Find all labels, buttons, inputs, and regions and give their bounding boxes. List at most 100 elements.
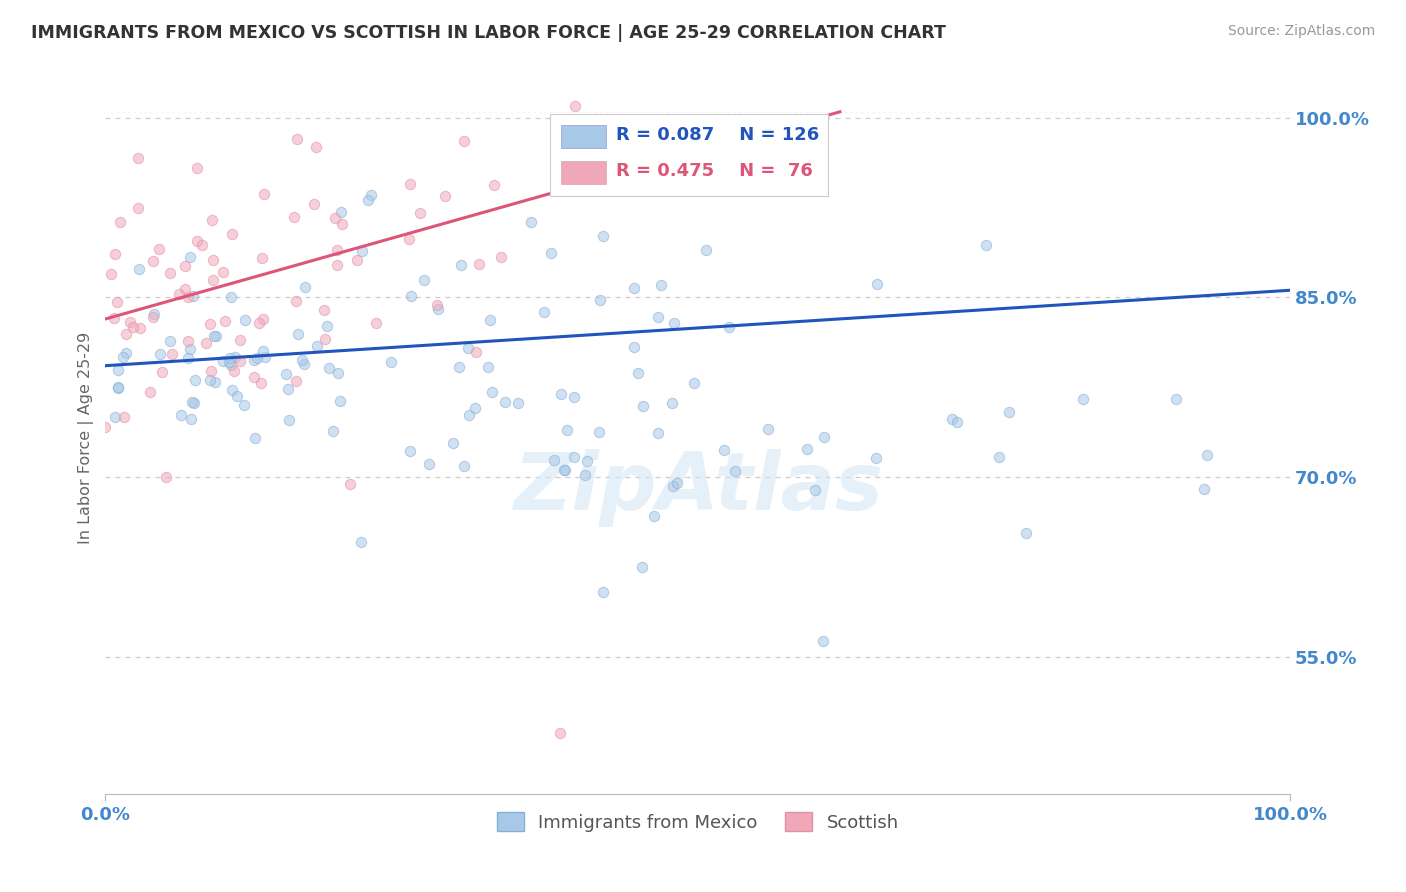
Point bbox=[450, 258, 472, 272]
Point bbox=[427, 302, 450, 317]
Point bbox=[235, 313, 257, 327]
Point bbox=[127, 151, 149, 165]
Point bbox=[218, 355, 240, 369]
Point bbox=[627, 366, 650, 380]
Point bbox=[508, 396, 530, 410]
Point bbox=[1015, 525, 1038, 540]
Point bbox=[201, 253, 224, 268]
Point bbox=[987, 450, 1010, 464]
Point bbox=[350, 244, 373, 259]
Point bbox=[173, 282, 195, 296]
Point bbox=[865, 451, 887, 466]
Point bbox=[252, 311, 274, 326]
Text: IMMIGRANTS FROM MEXICO VS SCOTTISH IN LABOR FORCE | AGE 25-29 CORRELATION CHART: IMMIGRANTS FROM MEXICO VS SCOTTISH IN LA… bbox=[31, 24, 946, 42]
Point bbox=[682, 376, 704, 391]
Point bbox=[186, 161, 208, 175]
Point bbox=[128, 261, 150, 276]
Point bbox=[661, 395, 683, 409]
Point bbox=[946, 416, 969, 430]
Point bbox=[350, 535, 373, 549]
Point bbox=[202, 329, 225, 343]
Point bbox=[623, 281, 645, 295]
Point bbox=[650, 278, 672, 293]
Point bbox=[186, 234, 208, 248]
Point bbox=[312, 303, 335, 318]
Point bbox=[662, 317, 685, 331]
Point bbox=[588, 425, 610, 439]
Point bbox=[247, 316, 270, 330]
Point bbox=[804, 483, 827, 497]
Point bbox=[592, 585, 614, 599]
Point bbox=[453, 458, 475, 473]
Text: R = 0.087    N = 126: R = 0.087 N = 126 bbox=[616, 127, 820, 145]
Point bbox=[246, 351, 269, 365]
Point bbox=[322, 424, 344, 438]
Point bbox=[357, 193, 380, 207]
Point bbox=[138, 385, 160, 400]
Point bbox=[326, 244, 349, 258]
Point bbox=[520, 215, 543, 229]
Point bbox=[457, 408, 479, 422]
Point bbox=[441, 436, 464, 450]
Point bbox=[184, 373, 207, 387]
Point bbox=[607, 160, 630, 174]
Point bbox=[562, 390, 585, 404]
Point bbox=[179, 342, 201, 356]
Point bbox=[553, 463, 575, 477]
Point bbox=[219, 290, 242, 304]
Point bbox=[695, 243, 717, 257]
Point bbox=[413, 273, 436, 287]
Point bbox=[274, 368, 297, 382]
Point bbox=[150, 365, 173, 379]
Point bbox=[191, 238, 214, 252]
Point bbox=[211, 353, 233, 368]
Point bbox=[575, 453, 598, 467]
Point bbox=[142, 253, 165, 268]
Point bbox=[122, 320, 145, 334]
Point bbox=[202, 273, 225, 287]
Point bbox=[478, 312, 501, 326]
Point bbox=[100, 267, 122, 281]
Point bbox=[224, 350, 246, 364]
Point bbox=[567, 173, 589, 187]
Point bbox=[325, 211, 347, 225]
Point bbox=[647, 310, 669, 325]
Point bbox=[155, 470, 177, 484]
Point bbox=[243, 432, 266, 446]
Point bbox=[548, 726, 571, 740]
Point bbox=[813, 634, 835, 648]
Point bbox=[491, 250, 513, 264]
Legend: Immigrants from Mexico, Scottish: Immigrants from Mexico, Scottish bbox=[489, 805, 905, 838]
Point bbox=[229, 354, 252, 368]
Point bbox=[221, 384, 243, 398]
Point bbox=[287, 327, 309, 342]
Point bbox=[481, 385, 503, 400]
Point bbox=[250, 376, 273, 391]
Point bbox=[285, 293, 308, 308]
Point bbox=[129, 320, 152, 334]
Point bbox=[198, 373, 221, 387]
Point bbox=[253, 186, 276, 201]
Point bbox=[127, 202, 149, 216]
Point bbox=[204, 375, 226, 389]
Point bbox=[399, 444, 422, 458]
Point bbox=[724, 464, 747, 478]
Point bbox=[194, 336, 217, 351]
Point bbox=[252, 344, 274, 359]
Point bbox=[285, 132, 308, 146]
Point bbox=[302, 196, 325, 211]
Point bbox=[103, 311, 125, 326]
Point bbox=[713, 443, 735, 458]
Point bbox=[346, 252, 368, 267]
FancyBboxPatch shape bbox=[550, 114, 828, 196]
Point bbox=[418, 457, 440, 471]
Point bbox=[107, 363, 129, 377]
Point bbox=[211, 265, 233, 279]
Point bbox=[332, 218, 354, 232]
Point bbox=[221, 358, 243, 372]
Point bbox=[253, 351, 276, 365]
Point bbox=[467, 257, 489, 271]
Point bbox=[205, 328, 228, 343]
Point bbox=[465, 345, 488, 359]
Point bbox=[200, 317, 222, 331]
